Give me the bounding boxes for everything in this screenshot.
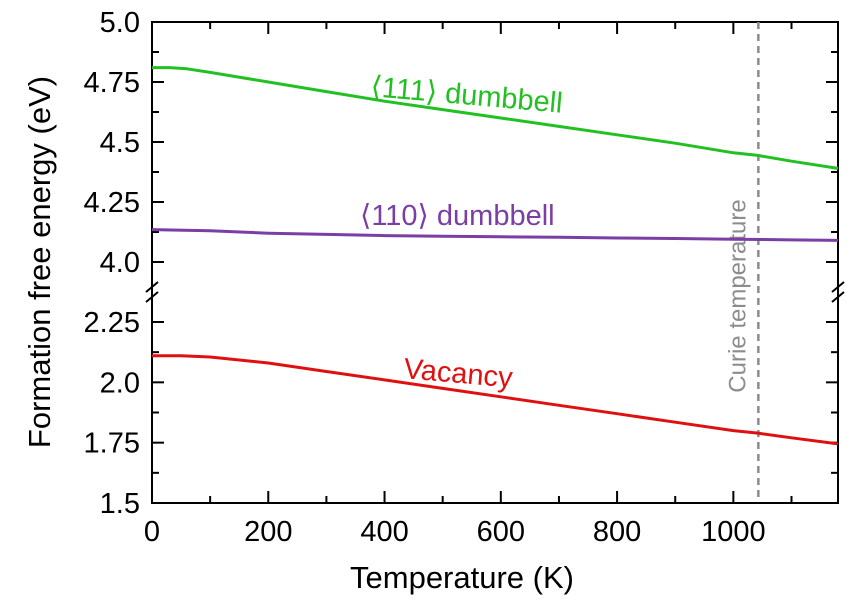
y-tick-label-upper: 4.5 — [100, 127, 140, 159]
y-tick-label-upper: 5.0 — [100, 7, 140, 39]
x-tick-label: 200 — [244, 516, 292, 548]
x-tick-label: 800 — [593, 516, 641, 548]
y-axis-break-right — [831, 281, 845, 303]
y-axis-break-left — [145, 281, 159, 303]
y-tick-label-lower: 2.25 — [84, 307, 140, 339]
y-tick-label-lower: 1.5 — [100, 488, 140, 520]
x-tick-label: 1000 — [701, 516, 766, 548]
y-tick-label-lower: 2.0 — [100, 367, 140, 399]
x-tick-label: 0 — [144, 516, 160, 548]
series-label-110-dumbbell: ⟨110⟩ dumbbell — [360, 200, 555, 232]
y-tick-label-upper: 4.25 — [84, 187, 140, 219]
y-tick-label-upper: 4.0 — [100, 247, 140, 279]
x-axis-title: Temperature (K) — [350, 560, 574, 595]
curie-temperature-marker: Curie temperature — [724, 22, 760, 497]
y-axis-title: Formation free energy (eV) — [22, 76, 57, 448]
curie-temperature-label: Curie temperature — [724, 199, 751, 392]
x-tick-label: 400 — [360, 516, 408, 548]
series-label-vacancy: Vacancy — [402, 353, 514, 394]
tick-marks — [151, 21, 838, 504]
series-lines — [151, 66, 839, 446]
x-tick-label: 600 — [477, 516, 525, 548]
y-tick-label-upper: 4.75 — [84, 67, 140, 99]
tick-labels: 0 200 400 600 800 1000 4.0 4.25 4.5 4.75 5.0 1.5 1.7… — [84, 7, 766, 548]
series-line-vacancy — [152, 354, 839, 446]
series-line-110-dumbbell — [151, 228, 839, 242]
series-line-111-dumbbell — [152, 66, 839, 170]
y-tick-label-lower: 1.75 — [84, 428, 140, 460]
